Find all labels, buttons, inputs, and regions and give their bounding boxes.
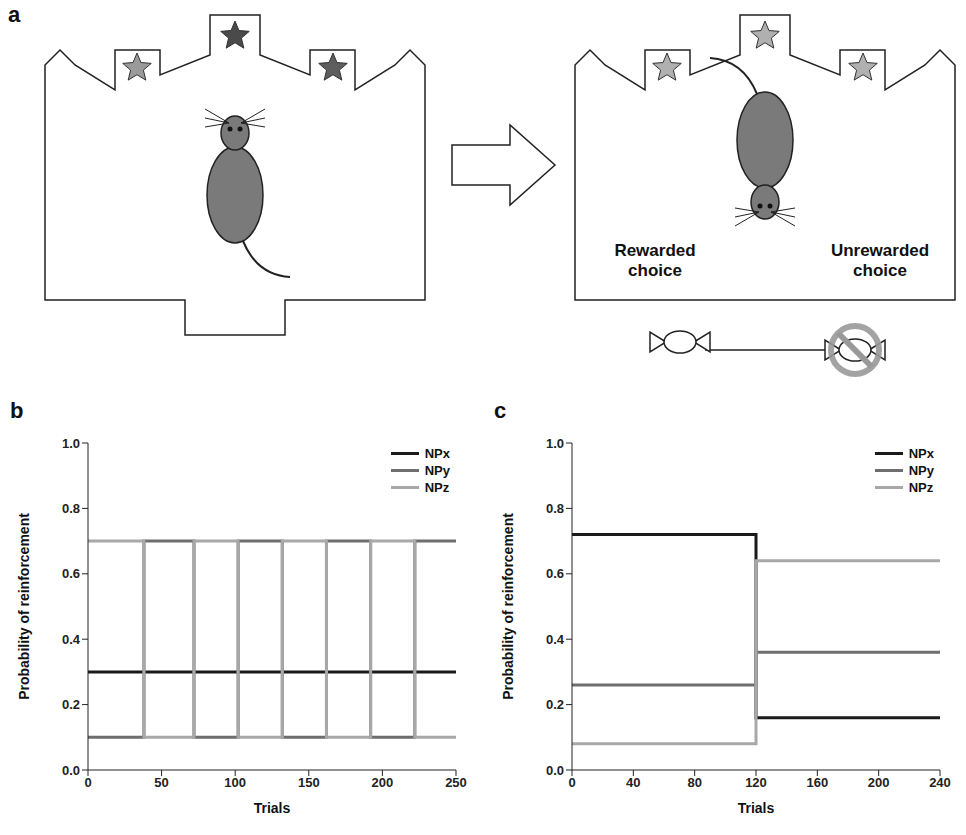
svg-text:Trials: Trials <box>254 800 291 816</box>
svg-text:0: 0 <box>84 775 91 790</box>
svg-text:1.0: 1.0 <box>62 436 80 451</box>
html-text:NPx: NPx <box>424 446 450 461</box>
svg-text:0.8: 0.8 <box>546 501 564 516</box>
svg-text:1.0: 1.0 <box>546 436 564 451</box>
html-text:NPy: NPy <box>424 463 450 478</box>
svg-text:Rewardedchoice: Rewardedchoice <box>614 241 695 280</box>
html-text:NPy: NPy <box>908 463 934 478</box>
svg-text:80: 80 <box>687 775 701 790</box>
svg-text:100: 100 <box>224 775 246 790</box>
svg-text:0.6: 0.6 <box>62 566 80 581</box>
svg-text:Probability of reinforcement: Probability of reinforcement <box>500 513 516 700</box>
svg-text:50: 50 <box>154 775 168 790</box>
svg-text:250: 250 <box>445 775 467 790</box>
svg-text:240: 240 <box>929 775 951 790</box>
svg-text:0.6: 0.6 <box>546 566 564 581</box>
svg-text:200: 200 <box>372 775 394 790</box>
html-text:b: b <box>10 398 24 423</box>
svg-text:0.0: 0.0 <box>62 763 80 778</box>
svg-text:0.2: 0.2 <box>546 697 564 712</box>
html-text:c: c <box>494 398 507 423</box>
html-text:NPz: NPz <box>908 480 934 495</box>
svg-text:Probability of reinforcement: Probability of reinforcement <box>16 513 32 700</box>
svg-text:0.8: 0.8 <box>62 501 80 516</box>
svg-text:Unrewardedchoice: Unrewardedchoice <box>831 241 929 280</box>
html-text:NPx: NPx <box>908 446 934 461</box>
svg-text:0.4: 0.4 <box>62 632 81 647</box>
svg-text:120: 120 <box>745 775 767 790</box>
svg-text:200: 200 <box>868 775 890 790</box>
svg-text:160: 160 <box>806 775 828 790</box>
html-text:NPz: NPz <box>424 480 450 495</box>
svg-text:a: a <box>8 2 21 27</box>
svg-text:0.4: 0.4 <box>546 632 565 647</box>
svg-text:40: 40 <box>626 775 640 790</box>
svg-text:Trials: Trials <box>738 800 775 816</box>
svg-text:0.2: 0.2 <box>62 697 80 712</box>
svg-text:0: 0 <box>568 775 575 790</box>
svg-text:150: 150 <box>298 775 320 790</box>
svg-text:0.0: 0.0 <box>546 763 564 778</box>
